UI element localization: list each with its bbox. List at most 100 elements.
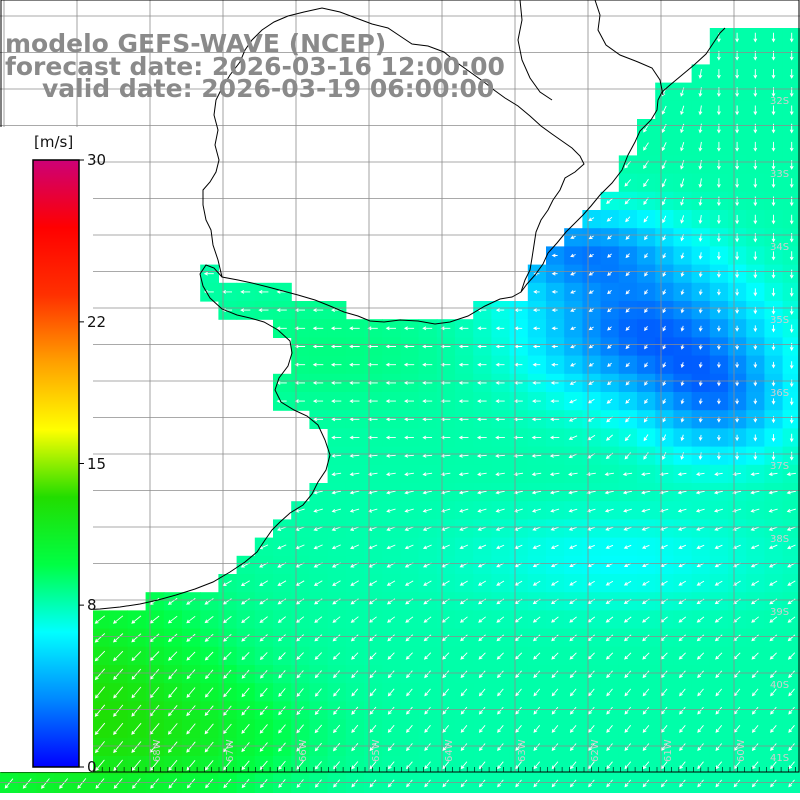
wind-arrow bbox=[349, 362, 360, 367]
wind-arrow bbox=[768, 508, 778, 513]
colorbar-gradient bbox=[32, 159, 80, 768]
wind-arrow bbox=[569, 670, 577, 679]
wind-arrow bbox=[570, 290, 576, 294]
wind-arrow bbox=[350, 580, 359, 586]
wind-arrow bbox=[735, 452, 739, 461]
wind-arrow bbox=[788, 779, 795, 788]
wind-arrow bbox=[424, 725, 431, 733]
wind-arrow bbox=[423, 634, 432, 642]
wind-arrow bbox=[423, 616, 432, 623]
wind-arrow bbox=[440, 362, 451, 367]
wind-arrow bbox=[753, 105, 758, 116]
wind-arrow bbox=[331, 381, 342, 385]
wind-arrow bbox=[680, 289, 685, 296]
wind-arrow bbox=[532, 344, 540, 349]
wind-arrow bbox=[387, 688, 395, 697]
wind-arrow bbox=[751, 779, 759, 788]
wind-arrow bbox=[659, 490, 669, 495]
wind-arrow bbox=[314, 724, 323, 734]
wind-arrow bbox=[717, 398, 721, 405]
wind-arrow bbox=[260, 779, 268, 789]
wind-arrow bbox=[788, 688, 795, 697]
wind-arrow bbox=[771, 233, 776, 243]
wind-arrow bbox=[735, 251, 739, 261]
wind-arrow bbox=[223, 723, 232, 735]
wind-arrow bbox=[569, 399, 577, 404]
wind-arrow bbox=[312, 308, 324, 312]
wind-arrow bbox=[732, 544, 741, 550]
wind-arrow bbox=[513, 472, 524, 477]
wind-arrow bbox=[624, 634, 632, 642]
wind-arrow bbox=[625, 380, 630, 386]
wind-arrow bbox=[551, 779, 559, 788]
wind-arrow bbox=[241, 598, 250, 605]
wind-arrow bbox=[696, 652, 705, 660]
wind-arrow bbox=[204, 669, 214, 680]
wind-arrow bbox=[368, 616, 377, 623]
wind-arrow bbox=[515, 706, 522, 715]
wind-arrow bbox=[606, 198, 613, 205]
wind-arrow bbox=[223, 760, 232, 771]
wind-arrow bbox=[278, 688, 286, 697]
wind-arrow bbox=[203, 271, 214, 276]
wind-arrow bbox=[771, 269, 776, 279]
wind-arrow bbox=[259, 706, 268, 716]
wind-arrow bbox=[387, 724, 395, 733]
wind-arrow bbox=[222, 616, 232, 624]
wind-arrow bbox=[331, 526, 342, 531]
wind-arrow bbox=[442, 670, 450, 679]
wind-arrow bbox=[717, 69, 721, 79]
wind-arrow bbox=[167, 633, 178, 643]
colorbar bbox=[0, 127, 93, 772]
valid-date: valid date: 2026-03-19 06:00:00 bbox=[42, 74, 495, 103]
wind-arrow bbox=[751, 616, 759, 623]
wind-arrow bbox=[497, 779, 504, 788]
wind-arrow bbox=[94, 650, 106, 662]
wind-arrow bbox=[387, 652, 395, 660]
wind-arrow bbox=[753, 141, 758, 152]
wind-arrow bbox=[422, 344, 433, 349]
wind-arrow bbox=[660, 670, 668, 679]
wind-arrow bbox=[732, 490, 742, 495]
wind-arrow bbox=[259, 687, 268, 698]
wind-arrow bbox=[606, 779, 613, 788]
wind-arrow bbox=[624, 779, 632, 788]
wind-arrow bbox=[223, 778, 232, 789]
wind-arrow bbox=[186, 651, 196, 661]
lon-label: 65W bbox=[371, 739, 382, 762]
wind-arrow bbox=[717, 362, 721, 369]
wind-arrow bbox=[568, 435, 578, 440]
wind-arrow bbox=[679, 743, 686, 752]
wind-arrow bbox=[422, 490, 433, 495]
wind-arrow bbox=[697, 779, 704, 788]
wind-arrow bbox=[276, 326, 287, 331]
wind-arrow bbox=[789, 32, 794, 43]
latitude-labels: 32S 33S 34S 35S 36S 37S 38S 39S 40S 41S bbox=[770, 96, 789, 764]
wind-arrow bbox=[698, 398, 703, 405]
wind-arrow bbox=[349, 326, 360, 331]
wind-arrow bbox=[350, 634, 359, 642]
wind-arrow bbox=[771, 105, 776, 116]
wind-arrow bbox=[186, 687, 196, 698]
wind-arrow bbox=[714, 472, 723, 477]
wind-arrow bbox=[588, 688, 595, 697]
wind-arrow bbox=[550, 381, 559, 385]
wind-arrow bbox=[732, 508, 742, 513]
wind-arrow bbox=[568, 472, 578, 477]
wind-arrow bbox=[697, 725, 704, 733]
coastline bbox=[17, 27, 726, 613]
wind-arrow bbox=[131, 651, 142, 662]
wind-arrow bbox=[550, 544, 559, 549]
wind-arrow bbox=[314, 761, 322, 770]
wind-arrow bbox=[789, 69, 794, 79]
wind-arrow bbox=[751, 743, 759, 752]
wind-arrow bbox=[753, 398, 758, 405]
wind-arrow bbox=[294, 362, 306, 367]
wind-arrow bbox=[496, 652, 504, 660]
wind-arrow bbox=[698, 215, 703, 225]
wind-arrow bbox=[588, 381, 595, 385]
wind-arrow bbox=[735, 233, 739, 243]
wind-arrow bbox=[789, 141, 794, 152]
wind-arrow bbox=[641, 544, 650, 549]
wind-arrow bbox=[588, 271, 594, 276]
